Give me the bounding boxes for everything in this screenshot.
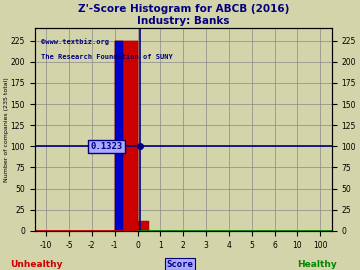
Title: Z'-Score Histogram for ABCB (2016)
Industry: Banks: Z'-Score Histogram for ABCB (2016) Indus… — [77, 4, 289, 26]
Bar — [115, 40, 138, 231]
Bar — [115, 40, 138, 231]
Bar — [138, 221, 149, 231]
Text: Unhealthy: Unhealthy — [10, 260, 62, 269]
Text: ©www.textbiz.org: ©www.textbiz.org — [41, 38, 109, 45]
Text: Healthy: Healthy — [297, 260, 337, 269]
Text: The Research Foundation of SUNY: The Research Foundation of SUNY — [41, 54, 172, 60]
Bar — [115, 40, 123, 231]
Text: Score: Score — [167, 260, 193, 269]
Y-axis label: Number of companies (235 total): Number of companies (235 total) — [4, 77, 9, 182]
Text: 0.1323: 0.1323 — [90, 142, 122, 151]
